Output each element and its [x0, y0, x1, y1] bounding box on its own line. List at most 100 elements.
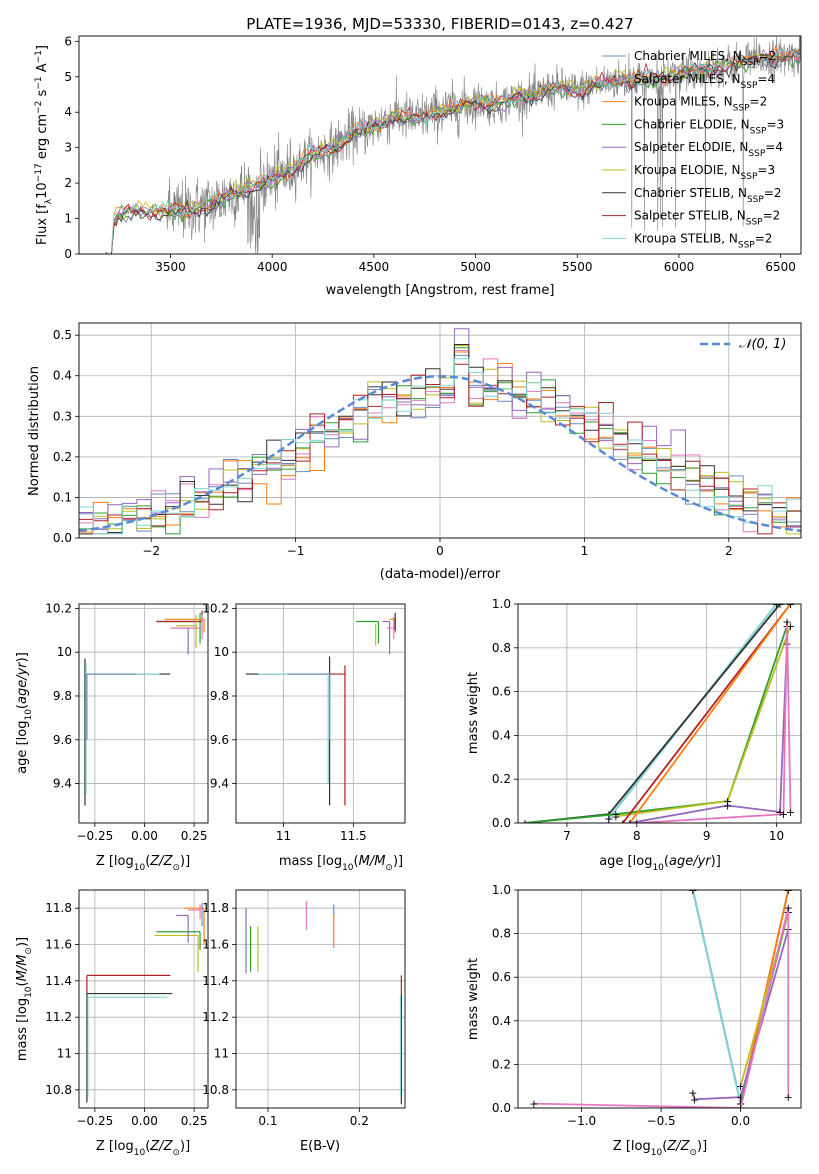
y-tick-label: 0.3 — [53, 409, 72, 423]
y-tick-label: 11.4 — [45, 974, 72, 988]
label-part: −17 — [34, 163, 44, 182]
point-marker: + — [775, 806, 784, 819]
x-tick-label: 0.25 — [181, 829, 208, 843]
legend-entry: Chabrier ELODIE, NSSP=3 — [634, 117, 784, 136]
y-tick-label: 0.8 — [492, 641, 511, 655]
y-tick-label: 9.4 — [210, 777, 229, 791]
x-tick-label: 7 — [563, 829, 571, 843]
y-tick-label: 0.0 — [492, 816, 511, 830]
y-tick-label: 10.8 — [45, 1083, 72, 1097]
y-axis-label: mass weight — [466, 958, 481, 1040]
label-part: SSP — [738, 240, 755, 250]
y-tick-label: 0.4 — [492, 1014, 511, 1028]
y-tick-label: 10.8 — [202, 1083, 229, 1097]
axes-frame — [78, 35, 802, 255]
label-part: =2 — [750, 95, 768, 109]
legend-entry: Salpeter ELODIE, NSSP=4 — [634, 140, 783, 159]
label-part: ( — [664, 854, 669, 869]
x-axis-label: mass [log10(M/M⊙)] — [279, 854, 403, 873]
x-tick-label: 5500 — [562, 260, 593, 274]
weight-line-chabrier-elodie — [524, 625, 788, 823]
x-tick-label: 0.25 — [181, 1114, 208, 1128]
label-part: Z [log — [96, 854, 134, 869]
point-marker: + — [688, 1087, 697, 1100]
label-part: SSP — [741, 172, 758, 182]
x-axis-label: Z [log10(Z/Z⊙)] — [613, 1139, 707, 1158]
x-tick-label: −0.5 — [647, 1114, 676, 1128]
label-part: ⊙ — [24, 947, 34, 955]
y-tick-label: 10.2 — [202, 601, 229, 615]
point-marker: + — [632, 817, 641, 830]
label-part: M/M — [359, 854, 386, 869]
label-part: SSP — [747, 195, 764, 205]
x-tick-label: 4500 — [359, 260, 390, 274]
weight-line-chabrier-stelib — [524, 604, 781, 823]
label-part: s — [35, 89, 50, 100]
label-part: Kroupa MILES, N — [634, 95, 733, 109]
point-marker: + — [779, 808, 788, 821]
label-part: Salpeter STELIB, N — [634, 209, 746, 223]
label-part: )] — [15, 652, 30, 662]
label-part: Salpeter ELODIE, N — [634, 140, 748, 154]
label-part: 10 — [35, 182, 50, 199]
model-line-kroupa-stelib — [111, 49, 800, 252]
label-part: =4 — [757, 72, 775, 86]
point-marker: + — [625, 817, 634, 830]
point-marker: + — [775, 598, 784, 611]
label-part: Z [log — [96, 1139, 134, 1154]
label-part: −1 — [34, 76, 44, 89]
legend-entry: Chabrier MILES, NSSP=2 — [634, 49, 776, 68]
gaussian-curve — [79, 374, 801, 533]
x-tick-label: 11 — [276, 829, 291, 843]
x-tick-label: −0.25 — [76, 829, 113, 843]
y-tick-label: 11.6 — [45, 938, 72, 952]
axes-frame — [517, 603, 802, 824]
label-part: SSP — [748, 149, 765, 159]
x-tick-label: 0.0 — [731, 1114, 750, 1128]
y-tick-label: 0.2 — [492, 772, 511, 786]
x-axis-label: Z [log10(Z/Z⊙)] — [96, 1139, 190, 1158]
y-tick-label: 2 — [64, 176, 72, 190]
label-part: )] — [15, 937, 30, 947]
y-tick-label: 11.6 — [202, 938, 229, 952]
point-marker: + — [611, 810, 620, 823]
label-part: =3 — [766, 117, 784, 131]
label-part: λ — [44, 198, 54, 204]
label-part: )] — [711, 854, 721, 869]
y-tick-label: 0.0 — [53, 531, 72, 545]
label-part: 10 — [24, 986, 34, 998]
label-part: Chabrier STELIB, N — [634, 186, 747, 200]
panel-spectrum: 3500 4000 4500 5000 5500 6000 6500 0 1 2 3 4 5 6 wavel… — [34, 34, 802, 298]
label-part: 10 — [342, 863, 354, 873]
label-part: age [log — [15, 721, 30, 774]
x-tick-label: 0.2 — [350, 1114, 369, 1128]
y-tick-label: 0.6 — [492, 685, 511, 699]
weight-line-salpeter-miles — [636, 621, 792, 823]
point-marker: + — [786, 806, 795, 819]
x-tick-label: 3500 — [155, 260, 186, 274]
label-part: ⊙ — [689, 1148, 697, 1158]
x-tick-label: 0.1 — [258, 1114, 277, 1128]
point-marker: + — [520, 817, 529, 830]
x-tick-label: −1 — [287, 544, 305, 558]
label-part: age [log — [599, 854, 652, 869]
point-marker: + — [786, 598, 795, 611]
weight-line-kroupa-miles — [629, 604, 792, 823]
panel-weight-vs-age: ++++++++++++++++++++++++++7 8 9 10 0.0 0.2 0.4… — [466, 597, 802, 873]
panel-mass-vs-ebv: 0.1 0.2 10.8 11 11.2 11.4 11.6 11.8 E(B-V) — [202, 889, 406, 1154]
histogram-kroupa-stelib — [79, 358, 801, 535]
label-part: Z/Z — [149, 1139, 173, 1154]
y-tick-label: 9.4 — [53, 777, 72, 791]
legend-entry: Kroupa MILES, NSSP=2 — [634, 95, 767, 114]
x-tick-label: 1 — [581, 544, 589, 558]
x-tick-label: 6500 — [765, 260, 796, 274]
legend-entry: Kroupa ELODIE, NSSP=3 — [634, 163, 775, 182]
label-part: SSP — [742, 58, 759, 68]
weight-line-kroupa-elodie — [615, 625, 792, 818]
label-part: )] — [180, 854, 190, 869]
weight-line-kroupa-stelib — [692, 890, 742, 1104]
y-tick-label: 0.1 — [53, 490, 72, 504]
label-part: ] — [35, 45, 50, 50]
